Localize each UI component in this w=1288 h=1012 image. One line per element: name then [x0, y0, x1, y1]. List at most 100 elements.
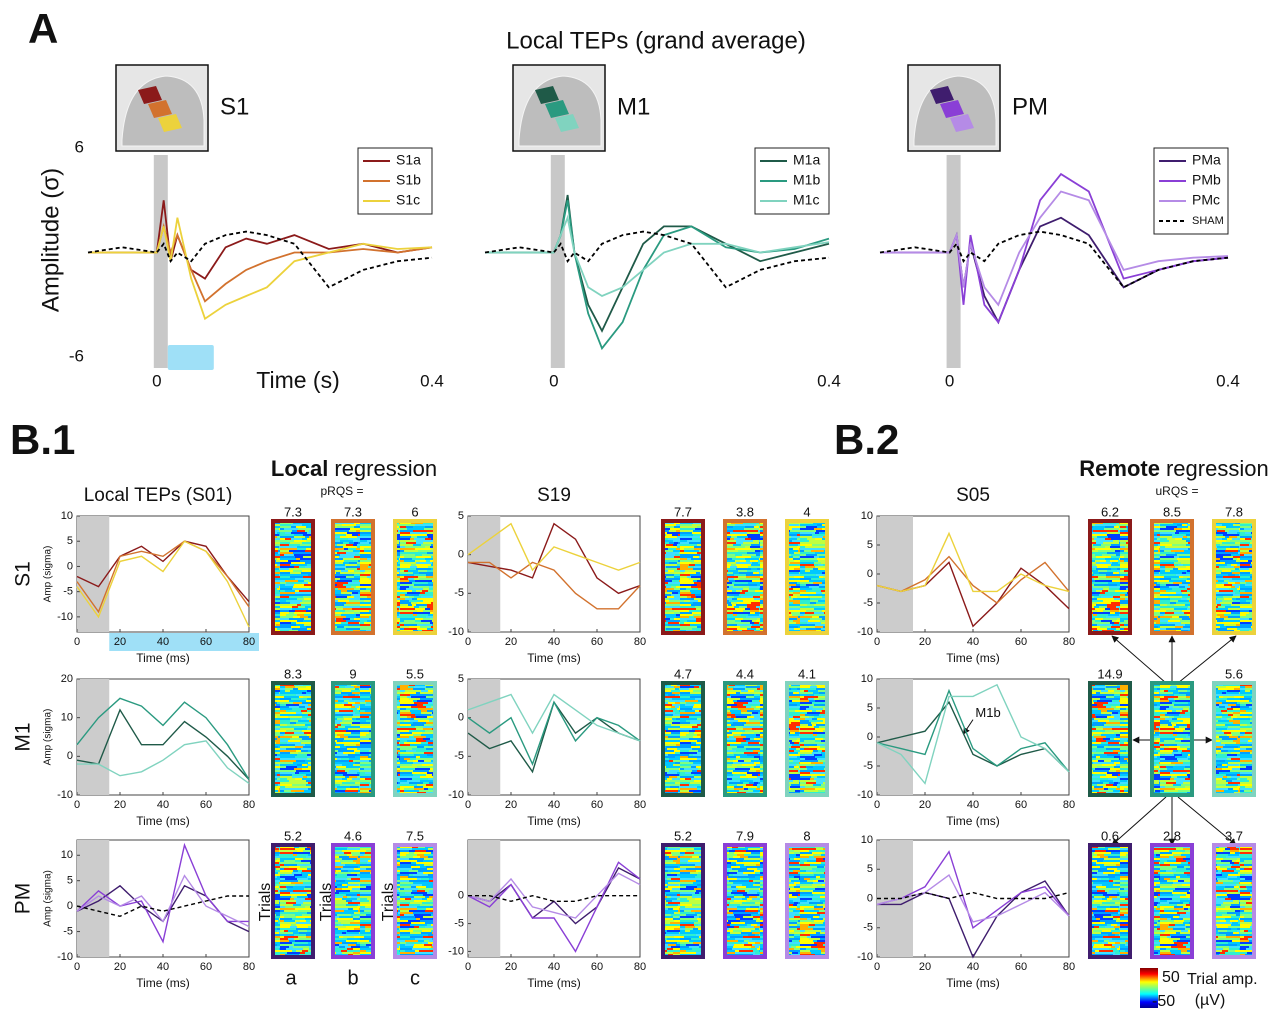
x-axis-label: Time (ms) [527, 814, 581, 828]
series-line [76, 697, 250, 780]
rqs-label: 5.2 [284, 828, 302, 843]
series-line [876, 850, 1070, 929]
panel-label: B.2 [834, 416, 899, 463]
y-tick-label: 0 [67, 750, 73, 762]
trials-label: Trials [257, 883, 274, 922]
y-tick-label: 10 [61, 712, 73, 724]
series-line [467, 872, 641, 919]
x-tick-label: 60 [1015, 799, 1027, 811]
annotation: M1b [975, 705, 1000, 720]
heatmap [723, 519, 767, 635]
legend-label: M1a [793, 152, 820, 168]
y-tick-label: 0 [458, 890, 464, 902]
heatmap [723, 681, 767, 797]
stimulus-window [468, 516, 501, 632]
heatmap [1088, 681, 1132, 797]
rqs-label: 7.9 [736, 828, 754, 843]
panel-label: A [28, 5, 58, 52]
x-tick-label: 0 [945, 371, 954, 390]
analysis-window [109, 633, 259, 651]
x-tick-label: 0 [74, 961, 80, 973]
series-line [467, 861, 641, 953]
x-tick-label: 0.4 [1216, 371, 1240, 390]
y-tick-label: -5 [63, 586, 73, 598]
y-tick-label: 10 [61, 510, 73, 522]
series-line [880, 190, 1229, 307]
section-title-rest: regression [334, 456, 437, 481]
heatmap [271, 843, 315, 959]
brain-region [950, 114, 974, 132]
y-tick-label: 5 [458, 673, 464, 685]
x-tick-label: 40 [548, 636, 560, 648]
trials-label: Trials [318, 883, 335, 922]
x-axis-label: Time (ms) [946, 814, 1000, 828]
brain-region [555, 114, 579, 132]
x-tick-label: 40 [157, 799, 169, 811]
series-line [87, 230, 433, 289]
condition-label: a [285, 967, 297, 989]
legend-label: PMc [1192, 192, 1220, 208]
x-tick-label: 60 [200, 636, 212, 648]
x-tick-label: 0 [465, 799, 471, 811]
y-tick-label: 0 [867, 568, 873, 580]
x-axis-label: Time (ms) [946, 651, 1000, 665]
heatmap [785, 843, 829, 959]
rqs-label: 8.3 [284, 666, 302, 681]
series-line [77, 740, 250, 784]
condition-label: b [347, 967, 358, 989]
series-line [88, 217, 433, 321]
annotation-arrow [962, 719, 974, 735]
rqs-label: 6.2 [1101, 504, 1119, 519]
x-tick-label: 20 [114, 961, 126, 973]
x-tick-label: 20 [505, 636, 517, 648]
section-title: Remote regression [1079, 456, 1268, 481]
brain-region [158, 114, 182, 132]
x-tick-label: 60 [1015, 636, 1027, 648]
x-tick-label: 80 [243, 799, 255, 811]
rqs-label: 4 [803, 504, 810, 519]
y-tick-label: 20 [61, 673, 73, 685]
stimulus-window [877, 516, 913, 632]
x-tick-label: 20 [919, 961, 931, 973]
heatmap [393, 519, 437, 635]
x-axis-label: Time (ms) [136, 814, 190, 828]
series-line [76, 540, 250, 614]
y-tick-label: 5 [67, 535, 73, 547]
y-tick-label: -10 [857, 626, 873, 638]
series-line [468, 894, 640, 903]
rqs-label: 4.6 [344, 828, 362, 843]
legend-label: S1c [396, 192, 420, 208]
series-line [76, 540, 250, 603]
heatmap [1088, 519, 1132, 635]
y-tick-label: 5 [458, 510, 464, 522]
trials-label: Trials [380, 883, 397, 922]
series-line [485, 214, 830, 298]
x-tick-label: 0 [74, 799, 80, 811]
series-line [876, 531, 1070, 593]
series-line [876, 683, 1070, 785]
y-tick-label: -6 [69, 346, 84, 365]
x-tick-label: 60 [591, 961, 603, 973]
x-axis-label: Time (ms) [527, 976, 581, 990]
y-tick-label: -10 [857, 951, 873, 963]
x-tick-label: 40 [967, 961, 979, 973]
y-tick-label: -10 [857, 789, 873, 801]
series-line [88, 200, 433, 280]
y-tick-label: -5 [454, 750, 464, 762]
y-tick-label: 10 [861, 673, 873, 685]
heatmap [1150, 519, 1194, 635]
condition-label: c [410, 967, 420, 989]
x-tick-label: 40 [157, 961, 169, 973]
rqs-label: 0.6 [1101, 828, 1119, 843]
x-tick-label: 20 [919, 636, 931, 648]
y-axis-label: Amp (sigma) [43, 709, 54, 766]
colorbar [1140, 968, 1158, 1008]
section-title-bold: Remote [1079, 456, 1160, 481]
x-tick-label: 80 [1063, 961, 1075, 973]
chart-title: M1 [617, 93, 650, 120]
brain-region [930, 86, 954, 104]
stimulus-window [946, 155, 961, 368]
stimulus-window [77, 516, 110, 632]
heatmap [661, 843, 705, 959]
